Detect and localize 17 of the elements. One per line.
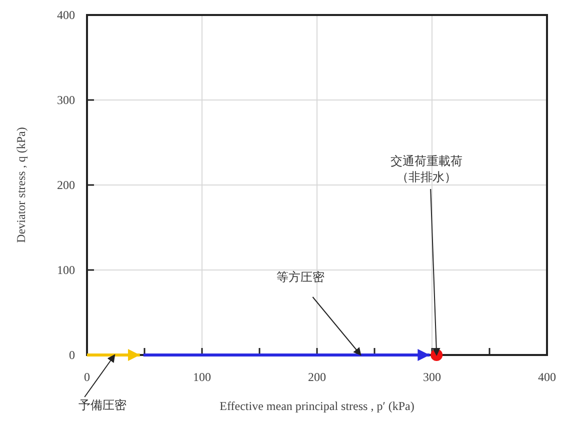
y-tick-label: 100 xyxy=(57,263,75,277)
x-axis-title: Effective mean principal stress , p′ (kPa) xyxy=(220,399,414,413)
y-tick-label: 0 xyxy=(69,348,75,362)
y-tick-label: 400 xyxy=(57,8,75,22)
x-tick-label: 0 xyxy=(84,370,90,384)
y-tick-label: 300 xyxy=(57,93,75,107)
x-tick-label: 200 xyxy=(308,370,326,384)
annotation: 交通荷重載荷（非排水） xyxy=(390,154,463,356)
annotation: 予備圧密 xyxy=(78,398,127,412)
y-axis-title: Deviator stress , q (kPa) xyxy=(14,127,28,243)
annotation: 等方圧密 xyxy=(276,270,362,356)
annotation: 等方圧密 xyxy=(276,270,325,284)
x-tick-label: 400 xyxy=(538,370,556,384)
x-tick-label: 300 xyxy=(423,370,441,384)
x-tick-label: 100 xyxy=(193,370,211,384)
annotation: 交通荷重載荷（非排水） xyxy=(390,154,463,184)
y-tick-label: 200 xyxy=(57,178,75,192)
